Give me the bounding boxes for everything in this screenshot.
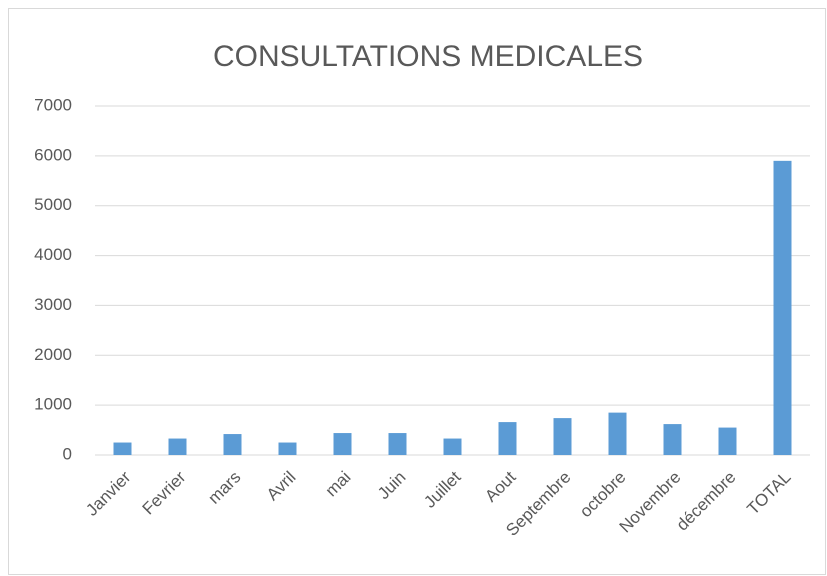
- bar: [333, 433, 352, 455]
- bar: [498, 422, 517, 455]
- bar: [443, 438, 462, 455]
- y-tick-label: 6000: [34, 145, 72, 164]
- y-tick-label: 7000: [34, 95, 72, 114]
- bar: [223, 434, 242, 455]
- y-tick-label: 3000: [34, 295, 72, 314]
- y-tick-label: 2000: [34, 345, 72, 364]
- bar: [113, 442, 132, 455]
- bar: [278, 442, 297, 455]
- bar: [553, 418, 572, 455]
- bar: [663, 424, 682, 455]
- y-tick-label: 0: [63, 444, 72, 463]
- bar: [388, 433, 407, 455]
- chart-title: CONSULTATIONS MEDICALES: [213, 40, 643, 73]
- chart-border: [8, 8, 826, 575]
- y-tick-label: 4000: [34, 245, 72, 264]
- y-tick-label: 5000: [34, 195, 72, 214]
- bar: [718, 427, 737, 455]
- bar: [773, 160, 792, 456]
- bar: [168, 438, 187, 455]
- bar: [608, 412, 627, 455]
- y-tick-label: 1000: [34, 395, 72, 414]
